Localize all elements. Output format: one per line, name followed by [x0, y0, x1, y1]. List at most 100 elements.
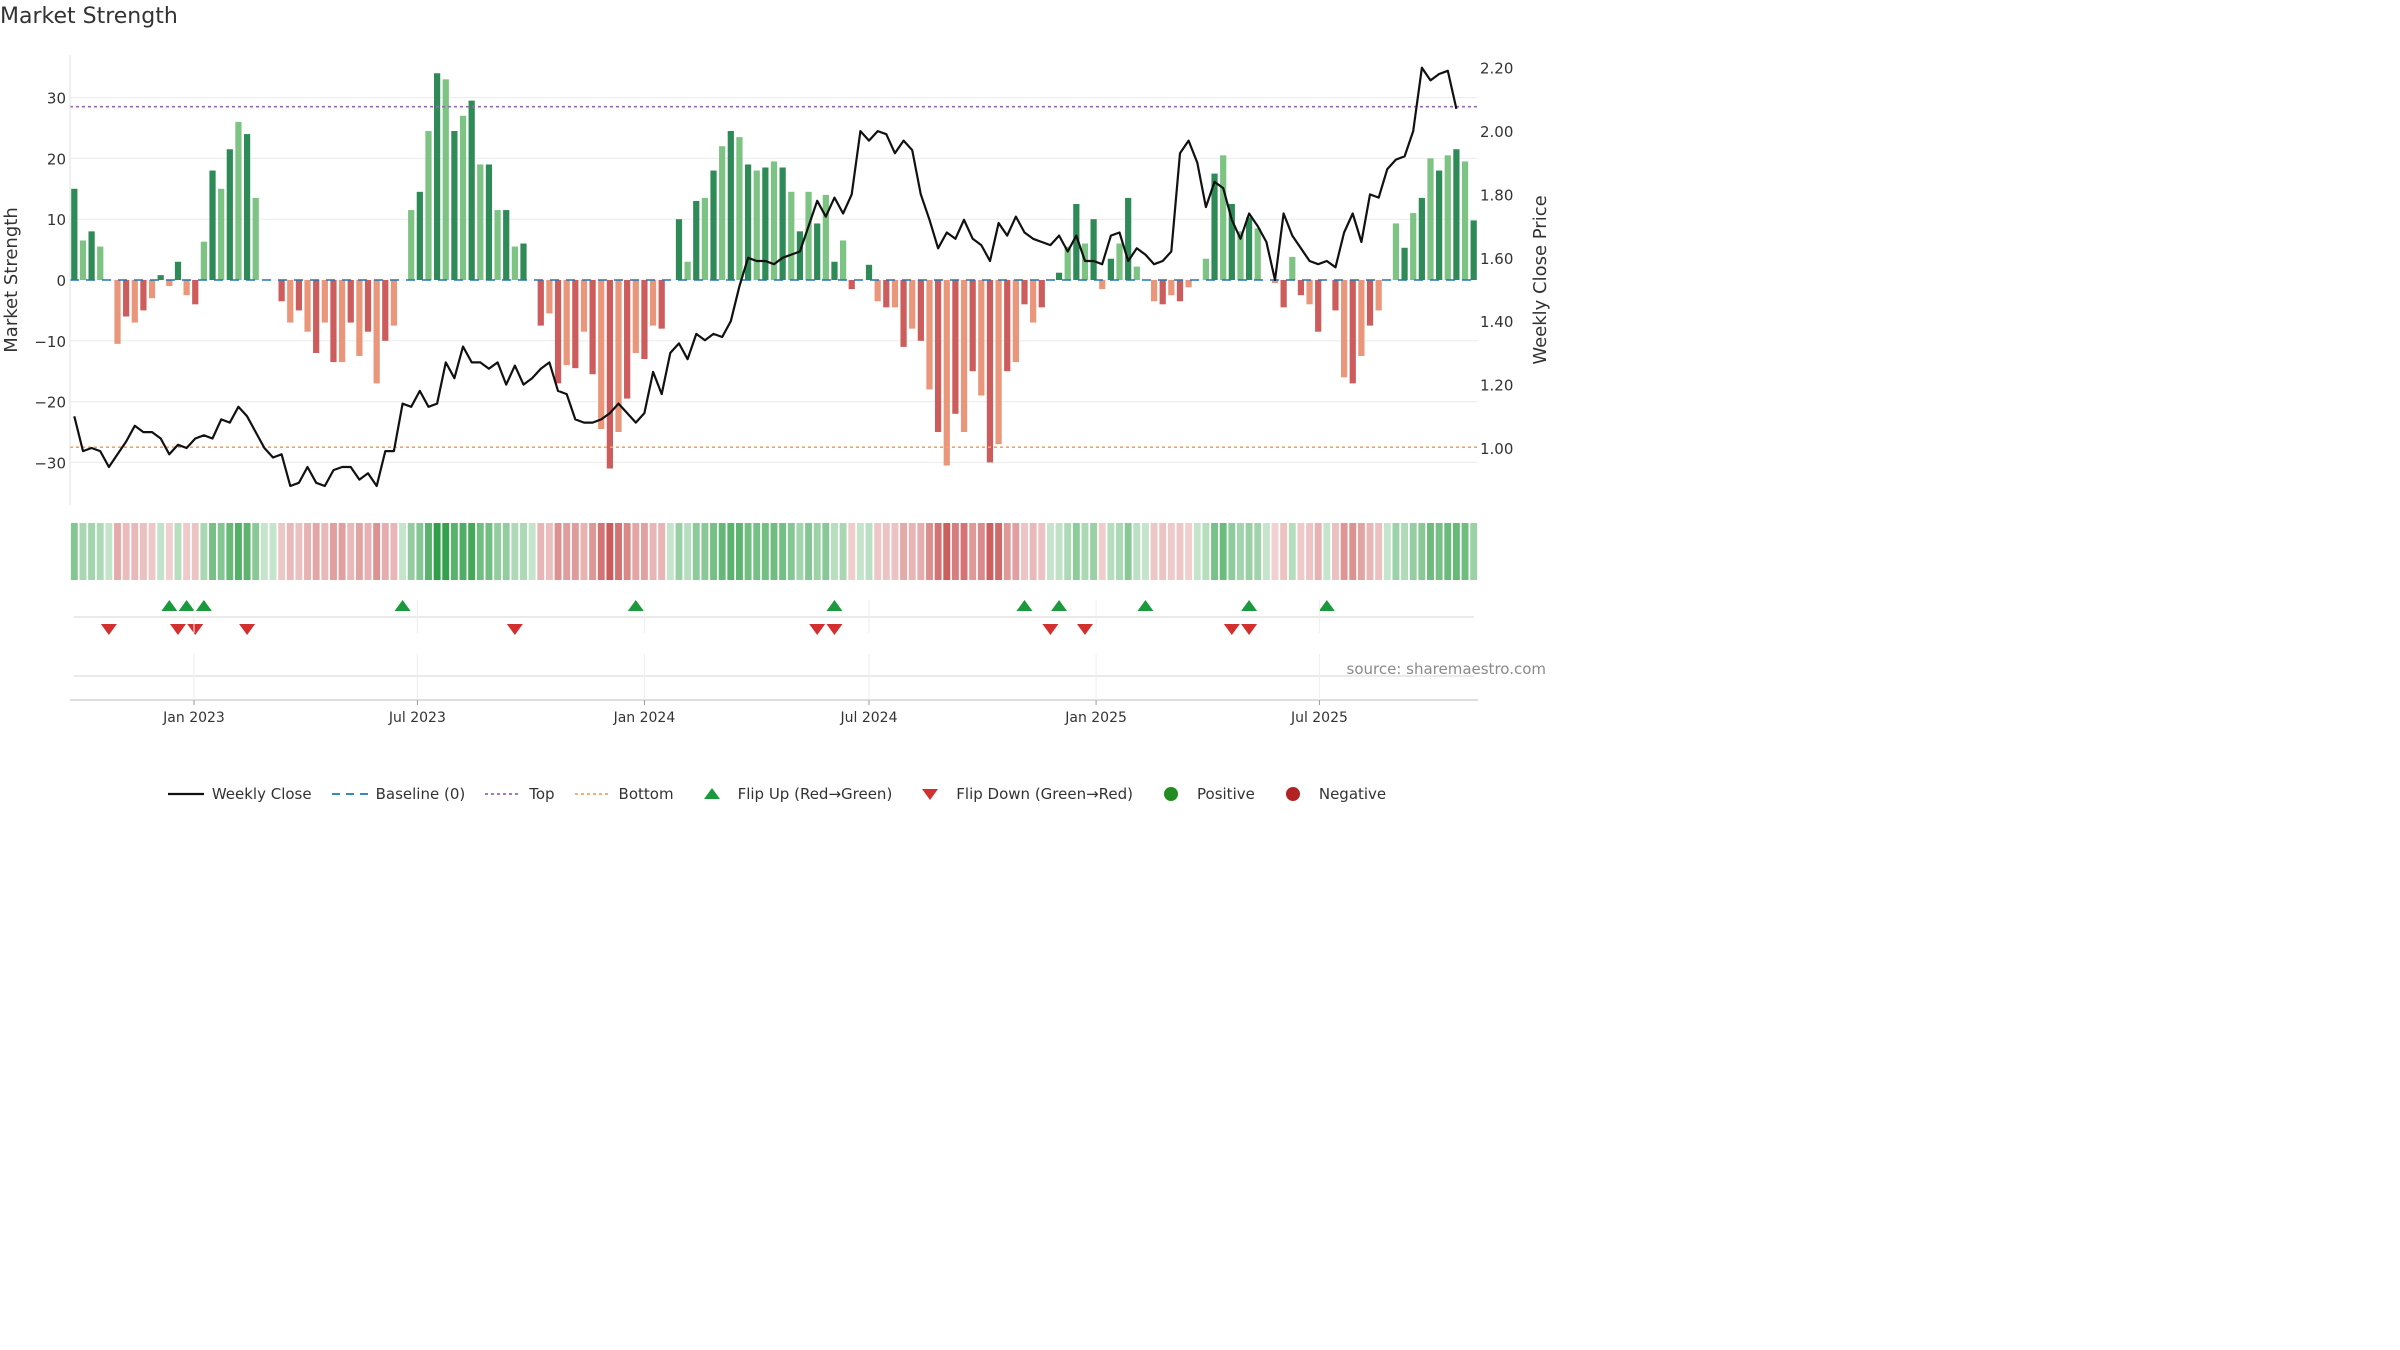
strength-bar — [313, 280, 320, 353]
flip-up-marker — [1137, 600, 1154, 611]
heat-cell — [174, 523, 182, 580]
baseline-legend-icon — [330, 785, 370, 803]
y2-tick-label: 2.20 — [1480, 60, 1513, 78]
heat-cell — [1167, 523, 1175, 580]
heat-cell — [407, 523, 415, 580]
y2-tick-label: 2.00 — [1480, 123, 1513, 141]
strength-bars — [71, 73, 1477, 469]
heat-cell — [96, 523, 104, 580]
heat-cell — [502, 523, 510, 580]
strength-bar — [874, 280, 881, 302]
strength-bar — [1021, 280, 1028, 305]
heat-cell — [995, 523, 1003, 580]
strength-bar — [1392, 223, 1400, 280]
heat-cell — [1046, 523, 1054, 580]
y-tick-label: −20 — [34, 394, 66, 412]
heat-cell — [891, 523, 899, 580]
heat-cell — [735, 523, 743, 580]
heat-cell — [692, 523, 700, 580]
heat-cell — [1461, 523, 1469, 580]
strength-bar — [943, 280, 950, 466]
axes: 30 20 10 0 −10 −20 −30 2.20 2.00 1.80 1.60 1.40 1.20… — [1, 55, 1551, 505]
legend-item: Bottom — [573, 785, 674, 803]
strength-bar — [865, 264, 873, 280]
y2-axis-label: Weekly Close Price — [1530, 195, 1551, 364]
heat-cell — [79, 523, 87, 580]
legend-item: Flip Down (Green→Red) — [910, 785, 1133, 803]
heat-cell — [1340, 523, 1348, 580]
flip-up-marker — [627, 600, 644, 611]
heat-cell — [649, 523, 657, 580]
heat-cell — [727, 523, 735, 580]
strength-bar — [598, 280, 605, 429]
heat-cell — [459, 523, 467, 580]
flip-down-marker — [100, 624, 117, 635]
heat-cell — [442, 523, 450, 580]
strength-bar — [641, 280, 648, 360]
heat-cell — [148, 523, 156, 580]
y2-tick-label: 1.00 — [1480, 440, 1513, 458]
heat-cell — [450, 523, 458, 580]
strength-bar — [1297, 280, 1305, 296]
heat-cell — [1366, 523, 1374, 580]
heat-cell — [364, 523, 372, 580]
strength-bar — [356, 280, 363, 357]
heat-cell — [191, 523, 199, 580]
heat-cell — [865, 523, 873, 580]
heat-cell — [597, 523, 605, 580]
strength-bar — [1280, 280, 1287, 308]
heat-cell — [710, 523, 717, 580]
strength-bar — [1012, 280, 1019, 363]
heat-cell — [70, 523, 78, 580]
legend-item: Top — [483, 785, 555, 803]
heat-cell — [1245, 523, 1253, 580]
heat-cell — [1185, 523, 1193, 580]
flip-down-marker — [1076, 624, 1093, 635]
heat-cell — [520, 523, 527, 580]
strength-bar — [831, 261, 838, 280]
strength-bar — [451, 131, 458, 280]
legend-label: Negative — [1318, 785, 1387, 803]
strength-bar — [140, 280, 147, 311]
flip-down-marker — [169, 624, 186, 635]
strength-bar — [338, 280, 346, 363]
heat-cell — [1124, 523, 1132, 580]
heat-cell — [243, 523, 251, 580]
flip-markers — [74, 600, 1474, 677]
heat-cell — [1409, 523, 1417, 580]
market-strength-chart: 30 20 10 0 −10 −20 −30 2.20 2.00 1.80 1.60 1.40 1.20… — [1, 55, 1551, 726]
strength-bar — [209, 170, 216, 280]
strength-bar — [1073, 203, 1080, 280]
strength-bar — [192, 280, 199, 305]
strength-bar — [1004, 280, 1011, 372]
strength-bar — [1453, 149, 1460, 280]
heat-cell — [839, 523, 847, 580]
strength-bar — [304, 280, 311, 332]
y2-tick-label: 1.60 — [1480, 250, 1513, 268]
strength-bar — [390, 280, 398, 326]
strength-bar — [1470, 220, 1477, 280]
weekly-close-line — [73, 66, 1458, 488]
heat-cell — [269, 523, 277, 580]
heat-cell — [312, 523, 320, 580]
strength-bar — [822, 194, 829, 280]
heat-cell — [1193, 523, 1201, 580]
heat-cell — [1176, 523, 1184, 580]
strength-bar — [1168, 280, 1175, 296]
heat-cell — [1418, 523, 1426, 580]
heat-cell — [286, 523, 294, 580]
flip-up-marker — [195, 600, 212, 611]
legend-label: Weekly Close — [211, 785, 312, 803]
flip-down-marker — [239, 624, 256, 635]
strength-bar — [926, 280, 933, 390]
heat-cell — [1064, 523, 1072, 580]
heat-cell — [381, 523, 389, 580]
flip-down-marker — [1042, 624, 1059, 635]
strength-bar — [563, 280, 570, 366]
heat-cell — [88, 523, 96, 580]
strength-bar — [952, 280, 959, 414]
y-tick-label: 0 — [56, 272, 66, 290]
chart-legend: Weekly Close Baseline (0) Top Bottom Flip Up… — [0, 785, 1552, 803]
heat-cell — [528, 523, 536, 580]
negative-legend-icon — [1273, 785, 1313, 803]
